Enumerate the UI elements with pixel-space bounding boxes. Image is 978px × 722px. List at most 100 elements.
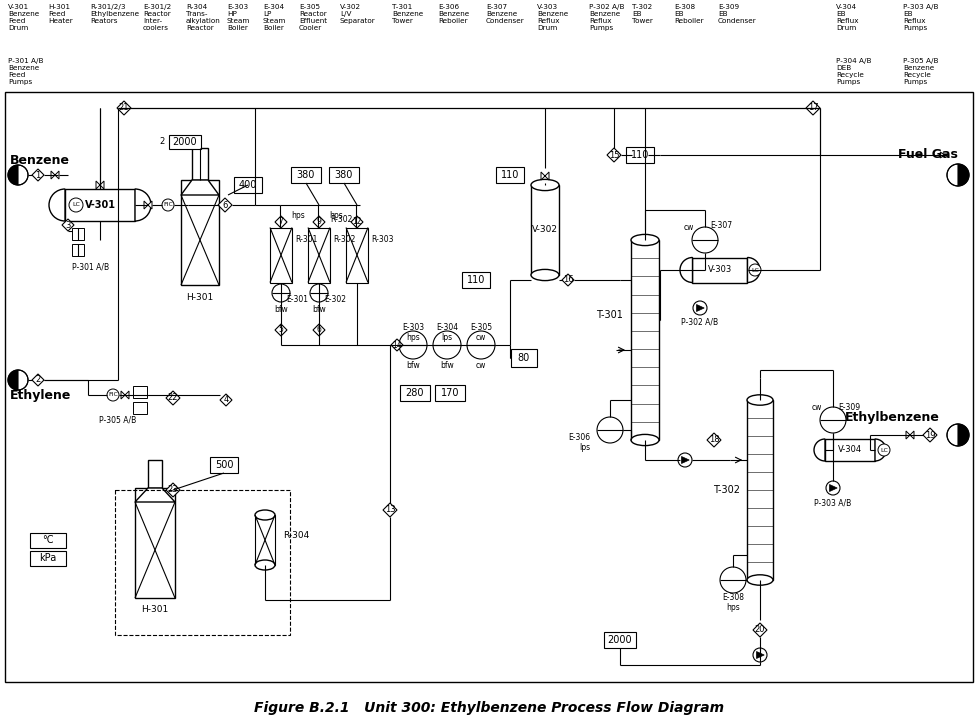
Text: Fuel Gas: Fuel Gas xyxy=(897,149,957,162)
Text: R-302: R-302 xyxy=(333,235,355,245)
Text: 12: 12 xyxy=(352,217,362,227)
Ellipse shape xyxy=(530,179,558,191)
Text: E-308
EB
Reboiler: E-308 EB Reboiler xyxy=(673,4,703,24)
Text: hps: hps xyxy=(726,602,739,612)
Ellipse shape xyxy=(746,575,773,586)
Text: E-309: E-309 xyxy=(837,404,860,412)
Circle shape xyxy=(678,453,691,467)
Polygon shape xyxy=(561,274,573,286)
Circle shape xyxy=(467,331,495,359)
Text: 2: 2 xyxy=(35,375,40,385)
Bar xyxy=(210,457,238,473)
Wedge shape xyxy=(946,424,957,446)
Polygon shape xyxy=(351,216,363,228)
Text: 15: 15 xyxy=(608,150,619,160)
Wedge shape xyxy=(49,189,65,221)
Bar xyxy=(192,148,207,180)
Bar xyxy=(434,385,465,401)
Text: E-309
EB
Condenser: E-309 EB Condenser xyxy=(717,4,756,24)
Bar xyxy=(530,185,558,275)
Text: lps: lps xyxy=(578,443,590,453)
Polygon shape xyxy=(313,216,325,228)
Circle shape xyxy=(161,199,174,211)
Polygon shape xyxy=(51,171,59,179)
Text: LC: LC xyxy=(72,202,80,207)
Text: Ethylbenzene: Ethylbenzene xyxy=(844,412,939,425)
Circle shape xyxy=(432,331,461,359)
Text: P-302 A/B: P-302 A/B xyxy=(681,318,718,326)
Bar xyxy=(691,258,747,282)
Circle shape xyxy=(820,407,845,433)
Text: cw: cw xyxy=(475,334,486,342)
Text: V-304
EB
Reflux
Drum: V-304 EB Reflux Drum xyxy=(835,4,858,31)
Circle shape xyxy=(752,648,766,662)
Text: P-302 A/B
Benzene
Reflux
Pumps: P-302 A/B Benzene Reflux Pumps xyxy=(589,4,624,31)
Bar xyxy=(270,227,291,282)
Text: 19: 19 xyxy=(924,430,934,440)
Text: E-304
LP
Steam
Boiler: E-304 LP Steam Boiler xyxy=(263,4,287,31)
Circle shape xyxy=(597,417,622,443)
Text: E-302: E-302 xyxy=(324,295,345,305)
Text: E-306
Benzene
Reboiler: E-306 Benzene Reboiler xyxy=(437,4,468,24)
Text: R-302: R-302 xyxy=(330,215,352,225)
Polygon shape xyxy=(218,198,232,212)
Text: 80: 80 xyxy=(517,353,529,363)
Circle shape xyxy=(272,284,289,302)
Text: T-301
Benzene
Tower: T-301 Benzene Tower xyxy=(391,4,422,24)
Text: 7: 7 xyxy=(279,217,284,227)
Text: P-301 A/B: P-301 A/B xyxy=(72,263,109,271)
Text: 1: 1 xyxy=(35,170,40,180)
Text: 2000: 2000 xyxy=(607,635,632,645)
Circle shape xyxy=(68,198,83,212)
Bar xyxy=(30,550,66,565)
Bar xyxy=(234,177,262,193)
Text: 17: 17 xyxy=(807,103,818,113)
Text: R-304: R-304 xyxy=(283,531,309,539)
Text: 280: 280 xyxy=(405,388,423,398)
Text: P-303 A/B: P-303 A/B xyxy=(814,498,851,508)
Circle shape xyxy=(748,264,760,276)
Text: hps: hps xyxy=(329,211,342,219)
Bar xyxy=(345,227,368,282)
Text: 21: 21 xyxy=(118,103,129,113)
Text: FIC: FIC xyxy=(163,202,173,207)
Text: cw: cw xyxy=(475,360,486,370)
Text: V-302
L/V
Separator: V-302 L/V Separator xyxy=(339,4,376,24)
Text: FIC: FIC xyxy=(108,393,117,398)
Polygon shape xyxy=(144,201,152,209)
Text: 13: 13 xyxy=(384,505,395,515)
Text: H-301: H-301 xyxy=(141,606,168,614)
Polygon shape xyxy=(181,180,219,195)
Text: E-307
Benzene
Condenser: E-307 Benzene Condenser xyxy=(485,4,524,24)
Text: lps: lps xyxy=(441,334,452,342)
Polygon shape xyxy=(752,623,766,637)
Text: T-302
EB
Tower: T-302 EB Tower xyxy=(632,4,652,24)
Text: V-304: V-304 xyxy=(837,445,862,455)
Text: E-304: E-304 xyxy=(435,323,458,333)
Circle shape xyxy=(310,284,328,302)
Wedge shape xyxy=(957,424,968,446)
Text: 3: 3 xyxy=(66,220,70,230)
Circle shape xyxy=(692,301,706,315)
Polygon shape xyxy=(905,431,913,439)
Text: P-305 A/B
Benzene
Recycle
Pumps: P-305 A/B Benzene Recycle Pumps xyxy=(902,58,938,85)
Bar xyxy=(72,244,84,256)
Text: E-301: E-301 xyxy=(286,295,308,305)
Wedge shape xyxy=(747,258,759,282)
Ellipse shape xyxy=(254,510,275,520)
Text: V-301: V-301 xyxy=(84,200,115,210)
Text: Ethylene: Ethylene xyxy=(10,388,71,401)
Text: Benzene: Benzene xyxy=(10,154,70,167)
Polygon shape xyxy=(695,305,703,311)
Bar xyxy=(65,189,135,221)
Bar xyxy=(462,272,490,288)
Bar xyxy=(254,515,275,565)
Text: 4: 4 xyxy=(223,396,229,404)
Bar xyxy=(308,227,330,282)
Polygon shape xyxy=(275,324,287,336)
Text: 400: 400 xyxy=(239,180,257,190)
Bar xyxy=(114,490,289,635)
Text: E-303: E-303 xyxy=(402,323,423,333)
Bar xyxy=(30,533,66,547)
Text: E-301/2
Reactor
Inter-
coolers: E-301/2 Reactor Inter- coolers xyxy=(143,4,171,31)
